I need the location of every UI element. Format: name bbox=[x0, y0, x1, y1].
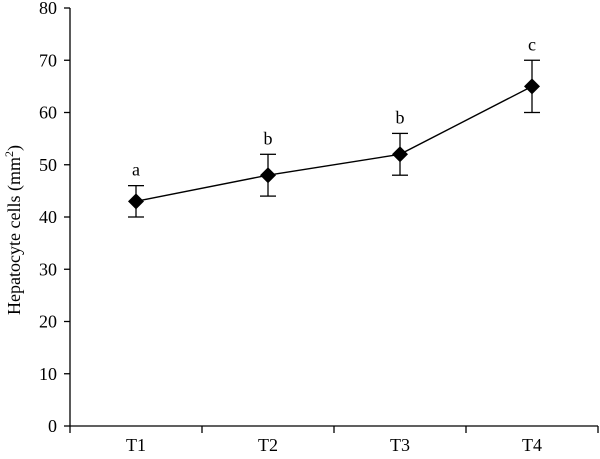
x-tick-label: T2 bbox=[258, 435, 278, 455]
x-axis: T1 T2 T3 T4 bbox=[69, 425, 599, 455]
y-axis-title-main: Hepatocyte cells (mm bbox=[4, 157, 25, 315]
y-tick-label: 20 bbox=[39, 312, 57, 332]
y-tick-label: 30 bbox=[39, 259, 57, 279]
data-point-diamond bbox=[260, 167, 276, 184]
y-tick-label: 0 bbox=[48, 416, 57, 436]
y-tick-label: 70 bbox=[39, 50, 57, 70]
markers bbox=[128, 78, 540, 210]
y-tick-label: 60 bbox=[39, 103, 57, 123]
y-tick-label: 10 bbox=[39, 364, 57, 384]
significance-letter: b bbox=[396, 107, 405, 127]
series-line bbox=[135, 85, 533, 203]
y-axis-title: Hepatocyte cells (mm2) bbox=[2, 145, 25, 315]
significance-letter: a bbox=[132, 160, 140, 180]
y-tick-label: 80 bbox=[39, 0, 57, 18]
y-axis-title-superscript: 2 bbox=[2, 151, 16, 157]
data-point-diamond bbox=[524, 78, 540, 95]
y-tick-label: 50 bbox=[39, 155, 57, 175]
y-axis: 0 10 20 30 40 50 60 70 80 bbox=[39, 0, 71, 436]
significance-letter: b bbox=[264, 128, 273, 148]
y-tick-label: 40 bbox=[39, 207, 57, 227]
y-axis-title-suffix: ) bbox=[4, 145, 25, 151]
significance-letter: c bbox=[528, 34, 536, 54]
x-tick-label: T3 bbox=[390, 435, 410, 455]
significance-labels: a b b c bbox=[132, 34, 536, 179]
x-tick-label: T4 bbox=[522, 435, 542, 455]
error-bars bbox=[128, 59, 540, 218]
x-tick-label: T1 bbox=[126, 435, 146, 455]
series-lines bbox=[135, 85, 533, 203]
data-point-diamond bbox=[128, 193, 144, 210]
data-point-diamond bbox=[392, 146, 408, 163]
